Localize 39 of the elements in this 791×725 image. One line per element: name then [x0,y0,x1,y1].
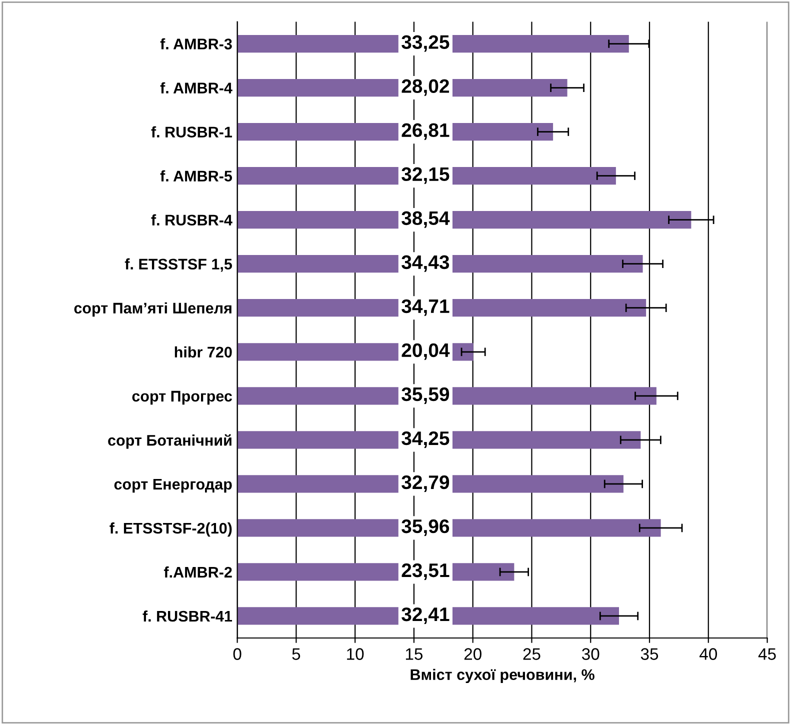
y-tick-label: сорт Пам’яті Шепеля [74,302,232,317]
y-tick-label: f. AMBR-4 [160,82,232,94]
y-tick-label: f. AMBR-5 [160,170,232,182]
data-label: 20,04 [402,343,450,360]
x-tick-label: 10 [347,648,364,660]
y-tick-label: f. ETSSTSF-2(10) [110,522,232,537]
x-tick-label: 15 [406,648,423,660]
y-tick-label: f. RUSBR-41 [142,610,232,622]
data-label: 32,15 [402,167,450,184]
y-tick-label: f. RUSBR-4 [151,214,232,226]
y-tick-label: f. ETSSTSF 1,5 [124,258,232,272]
data-label: 35,59 [402,387,450,404]
data-label: 32,41 [402,607,450,624]
y-tick-label: сорт Прогрес [132,390,232,405]
x-tick-label: 30 [582,648,600,660]
data-label: 34,43 [402,255,450,272]
data-label: 34,25 [402,431,450,448]
x-tick-label: 5 [292,648,300,660]
x-tick-label: 35 [640,648,658,660]
data-label: 23,51 [402,563,450,580]
y-tick-label: hibr 720 [174,346,232,358]
data-label: 34,71 [402,299,450,316]
x-tick-label: 45 [758,648,776,660]
data-label: 32,79 [402,475,450,492]
data-label: 28,02 [402,79,449,96]
data-label: 26,81 [402,123,450,140]
x-tick-label: 20 [464,648,482,660]
x-tick-label: 40 [700,648,718,660]
data-label: 33,25 [402,35,450,52]
x-tick-label: 0 [233,648,242,660]
y-tick-label: сорт Енергодар [114,478,232,493]
x-axis-title: Вміст сухої речовини, % [410,668,594,684]
y-tick-label: f.AMBR-2 [164,566,232,578]
y-tick-label: f. RUSBR-1 [151,126,232,138]
y-tick-label: f. AMBR-3 [160,38,232,50]
data-label: 38,54 [402,211,450,228]
x-tick-label: 25 [523,648,540,660]
y-tick-label: сорт Ботанічний [108,434,232,449]
data-label: 35,96 [402,519,450,536]
